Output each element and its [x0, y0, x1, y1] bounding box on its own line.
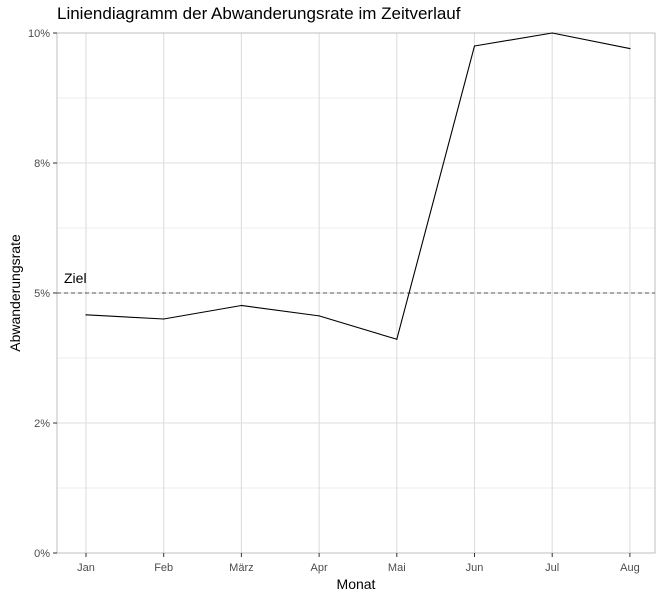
series-line — [85, 32, 631, 340]
data-point — [629, 48, 631, 50]
reference-layer: Ziel — [57, 270, 655, 294]
data-point — [396, 338, 398, 340]
x-tick-label: Jun — [466, 562, 484, 574]
series-layer — [85, 32, 631, 340]
x-tick-label: Jan — [77, 562, 95, 574]
x-tick-label: Jul — [545, 562, 559, 574]
chart-title: Liniendiagramm der Abwanderungsrate im Z… — [57, 4, 461, 23]
y-tick-label: 5% — [34, 288, 50, 300]
data-point — [240, 304, 242, 307]
x-tick-label: Aug — [620, 562, 640, 574]
grid-layer — [56, 32, 656, 554]
data-point — [318, 315, 320, 317]
data-point — [473, 45, 476, 47]
x-tick-label: Feb — [154, 562, 173, 574]
x-tick-label: Apr — [311, 562, 328, 574]
y-tick-label: 8% — [34, 158, 50, 170]
axis-layer: 0% 2% 5% 8% 10% Jan Feb März Apr Mai Jun Jul Aug — [28, 28, 640, 574]
y-tick-label: 2% — [34, 418, 50, 430]
x-tick-label: Mai — [388, 562, 406, 574]
y-axis-label: Abwanderungsrate — [7, 234, 23, 352]
data-point — [551, 32, 553, 34]
y-tick-label: 0% — [34, 548, 50, 560]
x-tick-label: März — [229, 562, 253, 574]
data-point — [163, 318, 165, 320]
x-axis-label: Monat — [337, 576, 376, 592]
data-point — [85, 314, 87, 316]
y-tick-label: 10% — [28, 28, 50, 40]
reference-line-label: Ziel — [64, 270, 87, 286]
